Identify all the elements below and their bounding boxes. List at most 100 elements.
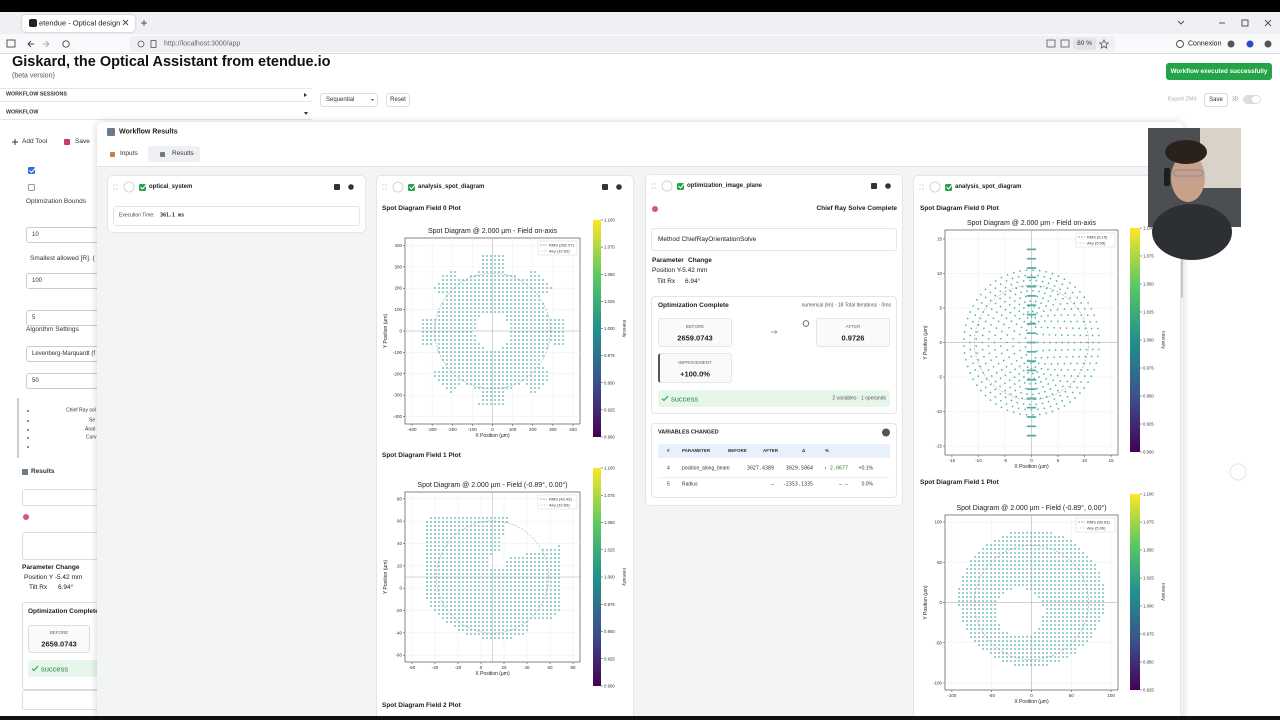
after-box (816, 318, 890, 347)
sessions-label: WORKFLOW SESSIONS (6, 91, 67, 98)
vars-box (651, 423, 897, 498)
collapse-icon[interactable] (334, 184, 340, 190)
after-label: AFTER (845, 323, 861, 329)
table-cell: 0.0% (861, 481, 873, 487)
save-icon (64, 139, 70, 145)
improvement-label: IMPROVEMENT (678, 359, 712, 365)
param: Position Y -5.42 mm (24, 573, 83, 581)
reset[interactable]: Reset (390, 97, 406, 103)
iter-input[interactable] (26, 373, 97, 389)
vars-count: 2 (884, 429, 888, 435)
table-header: # (667, 447, 670, 453)
checkbox[interactable] (28, 167, 35, 174)
add-tool[interactable]: Add Tool (22, 137, 48, 145)
solve-status: Chief Ray Solve Complete (816, 204, 897, 212)
opt-title: Optimization Complete (658, 301, 729, 309)
zoom-badge[interactable] (1073, 38, 1096, 50)
method-box (651, 228, 897, 251)
tab-inputs[interactable]: Inputs (120, 149, 138, 157)
number-input[interactable] (26, 310, 97, 326)
table-cell: 3029.5064 (785, 465, 813, 472)
success-bar (28, 660, 97, 677)
input-value: 100 (32, 278, 43, 284)
table-cell: – (770, 481, 774, 487)
save[interactable]: Save (1209, 97, 1223, 103)
app-title: Giskard, the Optical Assistant from eten… (12, 53, 331, 70)
section-title: Spot Diagram Field 1 Plot (920, 478, 999, 486)
table-header: Δ (802, 447, 806, 453)
table-head (658, 444, 890, 458)
number-input[interactable] (26, 227, 97, 243)
param: Tilt Rx 6.94° (29, 583, 74, 591)
success: success (671, 393, 699, 403)
tab-icon (110, 152, 115, 157)
opt-title: Optimization Complete (28, 607, 97, 615)
sessions-row[interactable] (0, 88, 312, 102)
step-check (945, 183, 952, 191)
before-box (28, 625, 90, 653)
param-col: Change (688, 256, 712, 264)
step-name: optimization_image_plane (687, 183, 763, 189)
toggle-knob (1252, 96, 1260, 103)
collapse-icon[interactable] (602, 184, 608, 190)
modal-icon (107, 128, 115, 136)
workflow-row[interactable] (0, 106, 312, 120)
mode-select[interactable] (320, 93, 378, 107)
status-badge (1166, 63, 1272, 80)
input-value: 5 (32, 315, 36, 321)
collapse-icon[interactable] (1149, 184, 1155, 190)
success-meta: 2 variables · 1 operands (832, 395, 886, 401)
section-title: Spot Diagram Field 2 Plot (382, 701, 461, 709)
opt-meta: numerical (lm) · 18 Total Iterations · 0… (801, 302, 891, 308)
table-header: % (825, 447, 830, 453)
table-header: BEFORE (728, 447, 747, 453)
algo: Levenberg-Marquardt (f (32, 351, 96, 357)
table-cell: 5 (667, 481, 670, 487)
url-field[interactable] (130, 36, 1115, 52)
tab[interactable] (22, 15, 135, 32)
step-item: Chief Ray sol (66, 407, 96, 414)
before-value: 2659.0743 (41, 639, 77, 649)
algo-select[interactable] (26, 346, 97, 362)
param-name: Position Y (652, 266, 682, 274)
url: http://localhost:3000/app (164, 40, 241, 48)
card (376, 175, 634, 720)
step-name: analysis_spot_diagram (955, 184, 1022, 190)
table-cell: position_along_beam (682, 465, 730, 472)
app-subtitle: (beta version) (12, 72, 55, 80)
algo-label: Algorithm Settings (26, 325, 79, 333)
save-tool[interactable]: Save (75, 137, 90, 145)
table-cell: -2353.1335 (782, 481, 813, 487)
step-check (139, 183, 146, 191)
result-box (22, 489, 97, 506)
tab-active[interactable] (148, 146, 200, 162)
result-box (22, 690, 97, 710)
before-box (658, 318, 732, 347)
section-title: Spot Diagram Field 0 Plot (920, 204, 999, 212)
step-number: 3 (665, 182, 669, 189)
table-cell: +0.1% (858, 465, 873, 472)
export[interactable]: Export ZMX (1168, 96, 1198, 103)
view-label: 3D (1232, 96, 1239, 103)
tab-results[interactable]: Results (172, 149, 194, 157)
smallest-label: Smallest allowed [R]. ( (30, 254, 95, 262)
step-number: 2 (396, 183, 400, 190)
reset-button[interactable] (386, 93, 410, 107)
opt-box (22, 602, 97, 690)
results-label: Results (31, 467, 55, 475)
method: Method ChiefRayOrientationSolve (658, 235, 757, 243)
improvement-box (658, 353, 732, 383)
row-rule (658, 477, 890, 478)
favicon (29, 19, 37, 27)
section-title: Spot Diagram Field 1 Plot (382, 451, 461, 459)
table-header: AFTER (763, 447, 778, 453)
before-label: BEFORE (49, 629, 69, 635)
checkbox[interactable] (28, 184, 35, 191)
number-input[interactable] (26, 273, 97, 289)
save-button[interactable] (1204, 93, 1228, 107)
step-name: analysis_spot_diagram (418, 184, 485, 190)
workflow-label: WORKFLOW (6, 109, 39, 116)
account[interactable]: Connexion (1188, 40, 1222, 48)
collapse-icon[interactable] (871, 183, 877, 189)
